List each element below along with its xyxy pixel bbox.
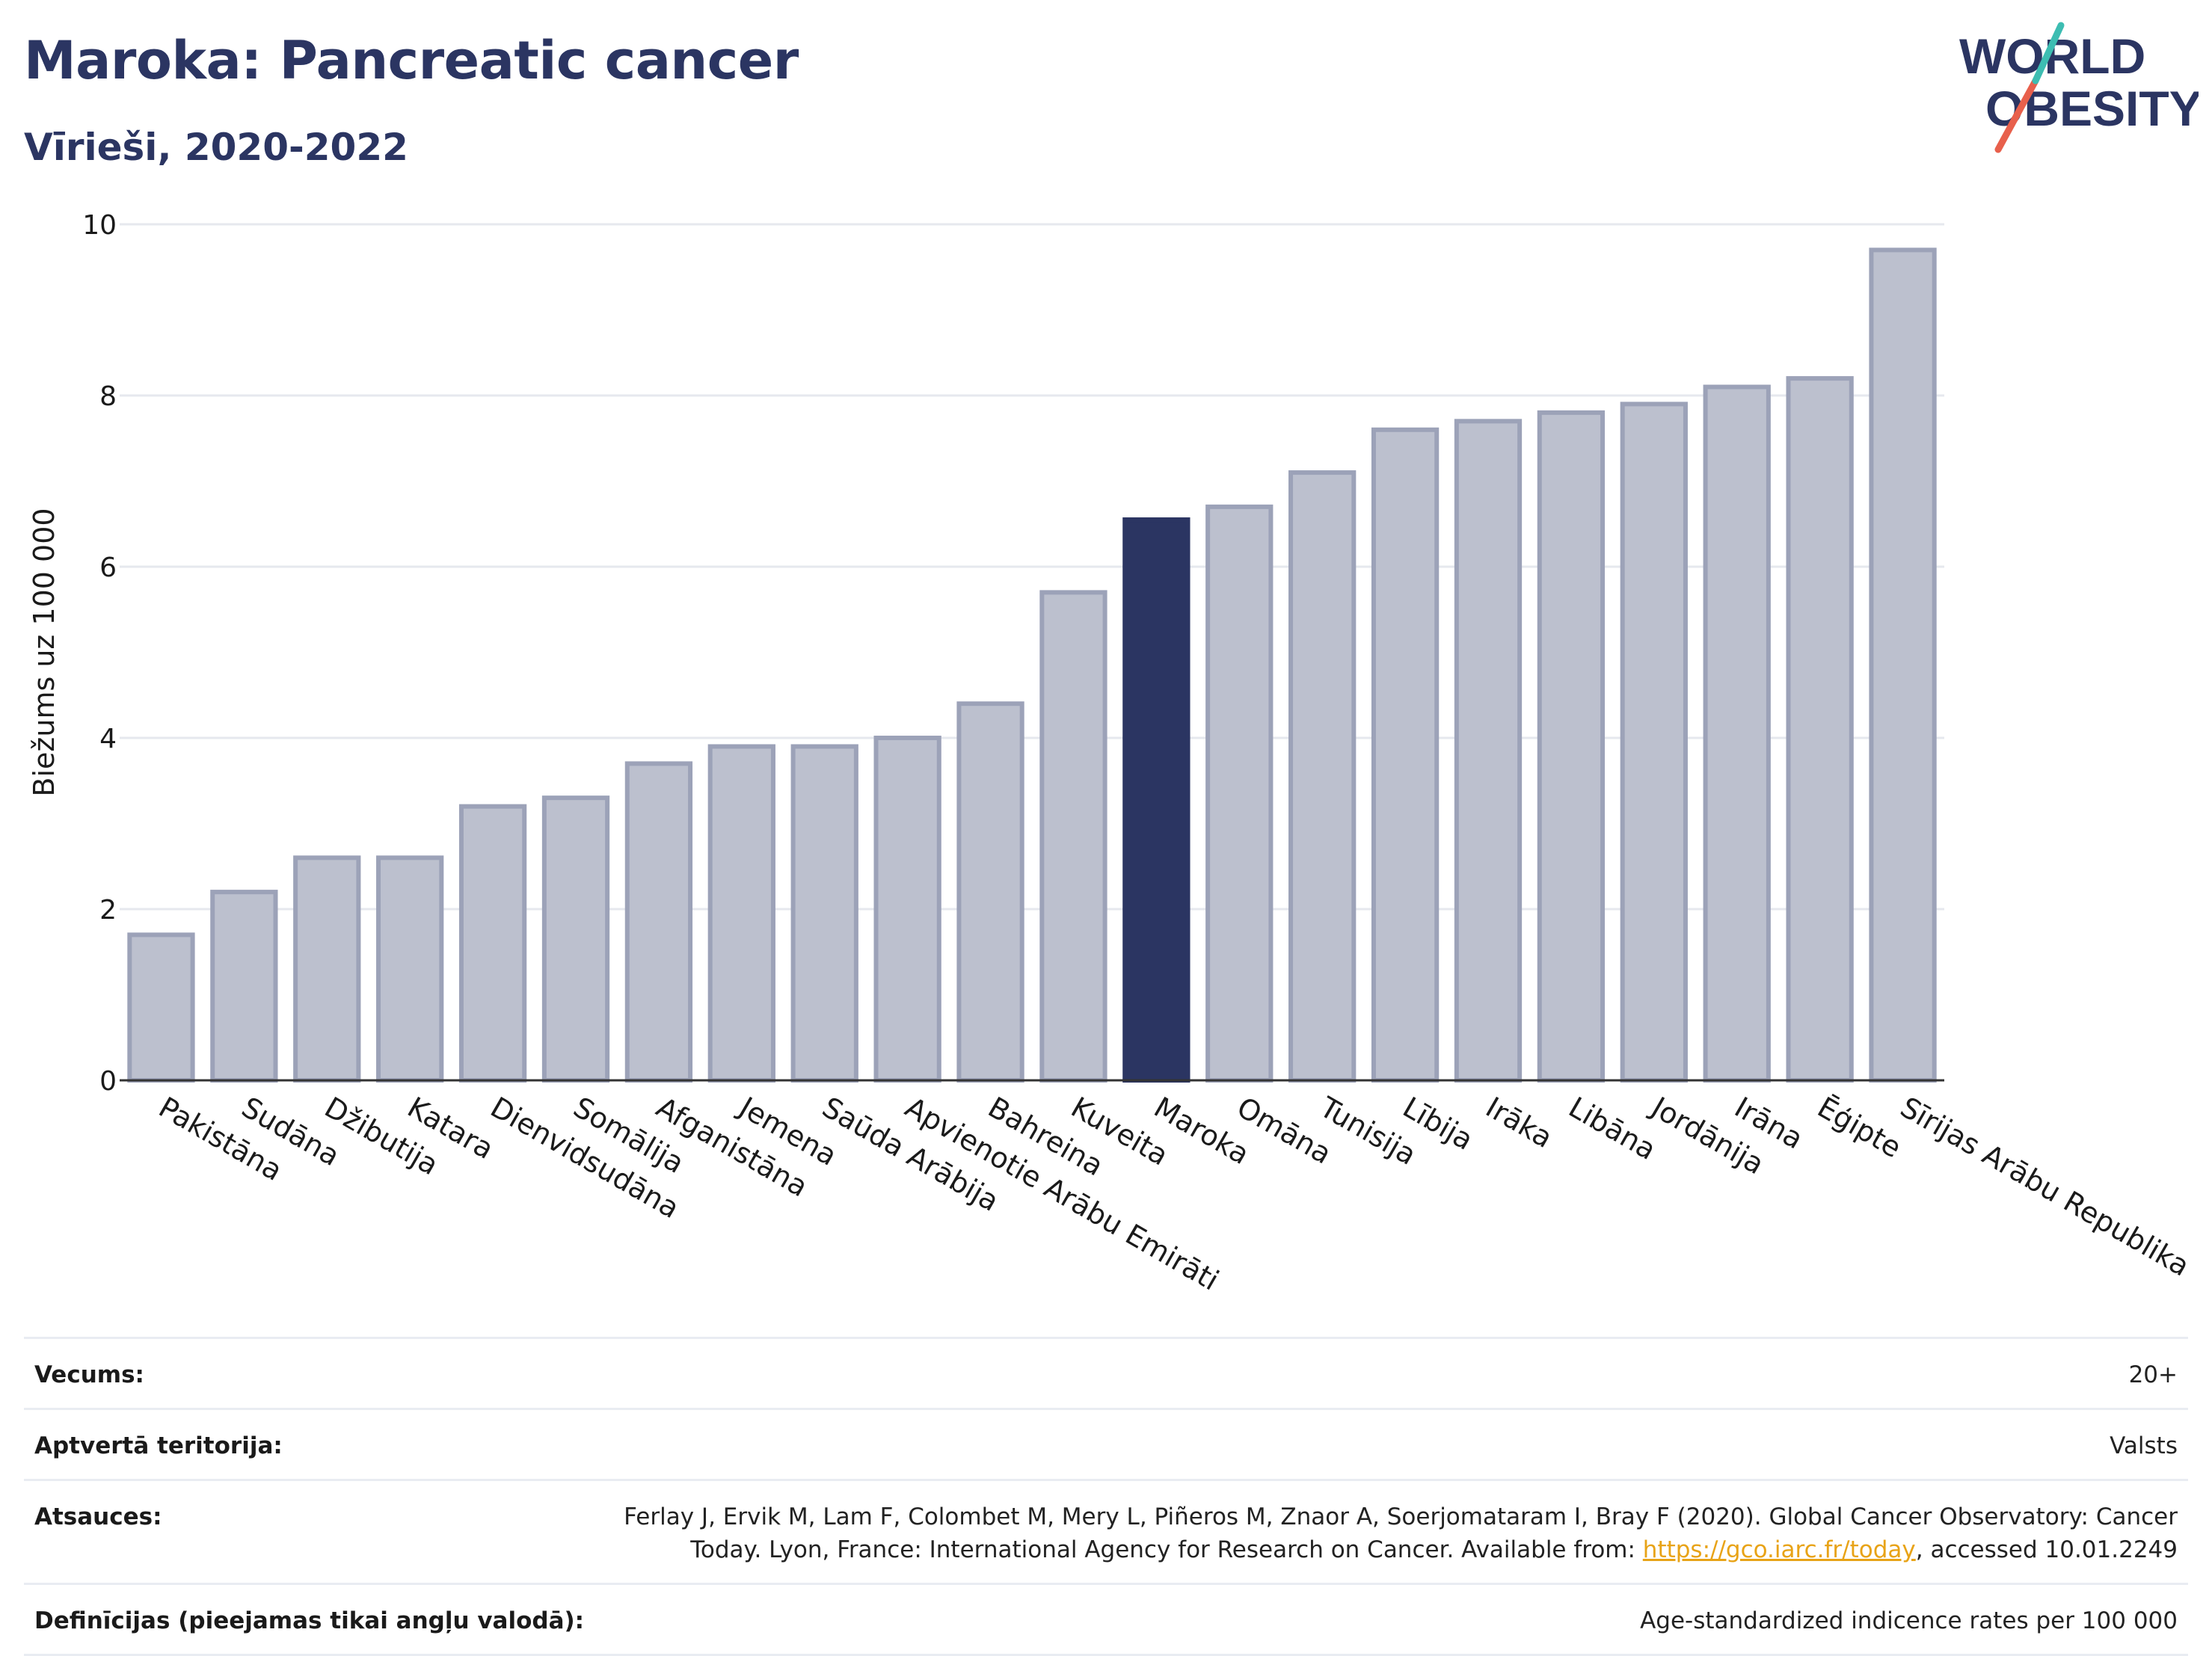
bar (707, 744, 775, 1083)
y-tick-label: 8 (99, 381, 117, 412)
bar (1454, 419, 1523, 1083)
meta-row-territory: Aptvertā teritorija: Valsts (24, 1410, 2188, 1481)
meta-row-references: Atsauces: Ferlay J, Ervik M, Lam F, Colo… (24, 1481, 2188, 1585)
meta-row-age: Vecums: 20+ (24, 1339, 2188, 1410)
meta-value-age: 20+ (2128, 1361, 2178, 1388)
bar (1703, 384, 1771, 1083)
meta-label-territory: Aptvertā teritorija: (34, 1432, 283, 1459)
reference-line2-pre: Today. Lyon, France: International Agenc… (690, 1536, 1643, 1563)
bar (376, 855, 444, 1083)
meta-label-references: Atsauces: (34, 1503, 162, 1530)
reference-link[interactable]: https://gco.iarc.fr/today (1642, 1536, 1916, 1563)
bar (1039, 590, 1107, 1083)
bar (1205, 504, 1274, 1083)
bar (210, 890, 278, 1083)
bar (1869, 247, 1937, 1083)
meta-label-age: Vecums: (34, 1361, 144, 1388)
x-tick-label: Irāka (1481, 1091, 1558, 1154)
bar (1786, 376, 1854, 1083)
bar (790, 744, 858, 1083)
x-tick-labels: PakistānaSudānaDžibutijaKataraDienvidsud… (153, 1090, 2195, 1297)
metadata-table: Vecums: 20+ Aptvertā teritorija: Valsts … (24, 1337, 2188, 1656)
bar (1371, 427, 1440, 1083)
chart-subtitle: Vīrieši, 2020-2022 (24, 126, 408, 169)
chart-title: Maroka: Pancreatic cancer (24, 30, 799, 91)
bar-highlight (1122, 517, 1191, 1083)
meta-label-definitions: Definīcijas (pieejamas tikai angļu valod… (34, 1607, 585, 1634)
x-tick-label: Ēģipte (1812, 1091, 1907, 1165)
bar (1288, 470, 1357, 1083)
x-tick-label: Sīrijas Arābu Republika (1895, 1091, 2195, 1283)
y-tick-label: 0 (99, 1066, 117, 1097)
meta-value-references: Ferlay J, Ervik M, Lam F, Colombet M, Me… (624, 1500, 2178, 1566)
bar (541, 795, 610, 1083)
bars (127, 247, 1937, 1083)
world-obesity-logo: WORLD OBESITY (1959, 22, 2199, 153)
bar (458, 804, 527, 1083)
bar (873, 736, 941, 1083)
y-tick-label: 10 (82, 210, 117, 241)
bar (624, 761, 693, 1083)
bar-chart: 0 2 4 6 8 10 PakistānaSudānaDžibutijaKataraDi… (28, 210, 2195, 1297)
y-tick-labels: 0 2 4 6 8 10 (82, 210, 117, 1097)
bar (1537, 410, 1606, 1083)
x-tick-label: Omāna (1232, 1091, 1337, 1171)
bar (1620, 401, 1688, 1083)
meta-row-definitions: Definīcijas (pieejamas tikai angļu valod… (24, 1585, 2188, 1656)
logo-slash-red (1994, 77, 2039, 153)
y-tick-label: 2 (99, 895, 117, 926)
y-tick-label: 6 (99, 552, 117, 583)
x-tick-label: Tunisija (1314, 1090, 1422, 1172)
meta-value-definitions: Age-standardized indicence rates per 100… (1640, 1607, 2178, 1634)
y-axis-label: Biežums uz 100 000 (28, 508, 61, 796)
reference-line2-post: , accessed 10.01.2249 (1915, 1536, 2178, 1563)
bar (127, 932, 195, 1083)
bar (293, 855, 361, 1083)
y-tick-label: 4 (99, 724, 117, 754)
x-tick-label: Libāna (1563, 1091, 1662, 1166)
logo-slash-teal (2032, 22, 2065, 84)
reference-line1: Ferlay J, Ervik M, Lam F, Colombet M, Me… (624, 1503, 2178, 1530)
meta-value-territory: Valsts (2110, 1432, 2178, 1459)
bar (956, 701, 1024, 1083)
